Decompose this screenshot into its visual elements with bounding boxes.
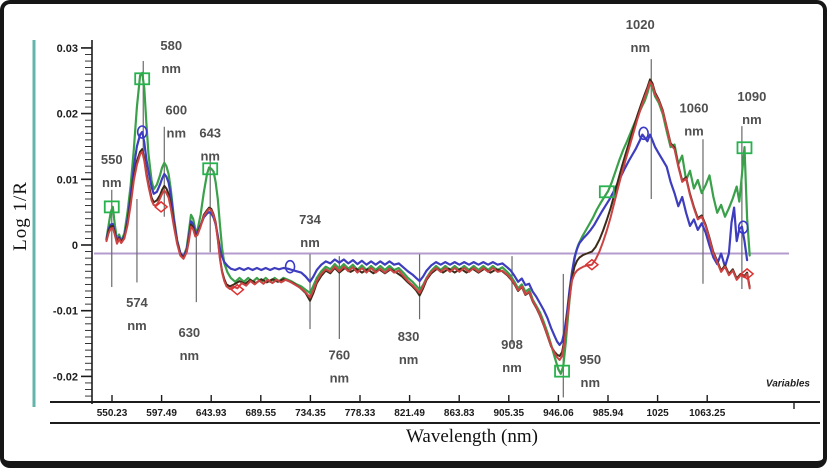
- annotation-unit-734: nm: [300, 235, 320, 250]
- marker-circle-icon: [284, 259, 296, 274]
- x-tick-label: 905.35: [494, 408, 525, 419]
- annotation-label-908: 908: [501, 337, 523, 352]
- x-tick-label: 689.55: [246, 408, 277, 419]
- y-tick-label: 0.01: [57, 174, 78, 186]
- annotation-label-1090: 1090: [737, 89, 766, 104]
- annotation-unit-950: nm: [581, 375, 601, 390]
- marker-diamond-icon: [230, 283, 245, 296]
- x-tick-label: 734.35: [295, 408, 326, 419]
- marker-diamond-icon: [739, 267, 755, 280]
- x-tick-label: 863.83: [444, 408, 475, 419]
- marker-diamond-icon: [153, 200, 169, 213]
- annotation-unit-908: nm: [502, 360, 522, 375]
- spectrum-green: [105, 71, 751, 375]
- annotation-unit-1060: nm: [684, 123, 704, 138]
- variables-label: Variables: [765, 378, 810, 390]
- x-tick-label: 1025: [646, 408, 669, 419]
- x-tick-label: 946.06: [543, 408, 574, 419]
- marker-square-icon: [134, 72, 151, 86]
- y-tick-label: -0.02: [53, 371, 78, 383]
- annotation-label-574: 574: [126, 295, 148, 310]
- marker-square-icon: [598, 185, 615, 199]
- annotation-label-643: 643: [199, 125, 221, 140]
- annotation-unit-580: nm: [161, 61, 181, 76]
- x-tick-label: 778.33: [345, 408, 376, 419]
- annotation-unit-1090: nm: [742, 112, 762, 127]
- annotation-unit-760: nm: [330, 370, 350, 385]
- annotation-label-760: 760: [328, 347, 350, 362]
- x-tick-label: 985.94: [593, 408, 624, 419]
- annotation-label-734: 734: [299, 212, 321, 227]
- marker-circle-icon: [737, 220, 749, 235]
- x-tick-label: 643.93: [196, 408, 227, 419]
- annotation-unit-643: nm: [200, 148, 220, 163]
- annotation-label-1020: 1020: [626, 17, 655, 32]
- annotation-label-580: 580: [160, 38, 182, 53]
- marker-square-icon: [103, 200, 120, 214]
- y-axis-title: Log 1/R: [10, 181, 31, 251]
- annotation-unit-550: nm: [102, 175, 122, 190]
- annotation-label-550: 550: [101, 152, 123, 167]
- x-tick-label: 550.23: [97, 408, 128, 419]
- y-tick-label: 0.02: [57, 109, 78, 121]
- y-tick-label: -0.01: [53, 306, 78, 318]
- annotation-label-1060: 1060: [680, 100, 709, 115]
- annotation-unit-574: nm: [127, 318, 147, 333]
- annotation-unit-600: nm: [167, 125, 187, 140]
- marker-square-icon: [554, 364, 570, 378]
- marker-circle-icon: [638, 126, 649, 141]
- marker-square-icon: [202, 162, 219, 176]
- annotation-label-600: 600: [165, 102, 187, 117]
- annotation-label-830: 830: [398, 329, 420, 344]
- x-axis-title: Wavelength (nm): [406, 426, 538, 447]
- annotation-unit-830: nm: [399, 352, 419, 367]
- annotation-label-950: 950: [579, 352, 601, 367]
- annotation-label-630: 630: [178, 325, 200, 340]
- marker-diamond-icon: [584, 258, 600, 271]
- x-tick-label: 597.49: [146, 408, 177, 419]
- spectral-plot-canvas: 0.03 0.02 0.01 0 -0.01 -0.02 550.23 597.49 643.9…: [32, 17, 820, 424]
- marker-square-icon: [736, 141, 753, 155]
- spectrum-red: [105, 81, 751, 361]
- marker-circle-icon: [136, 125, 148, 139]
- x-tick-label: 1063.25: [689, 408, 726, 419]
- annotation-unit-1020: nm: [631, 40, 651, 55]
- x-tick-label: 821.49: [394, 408, 425, 419]
- annotation-unit-630: nm: [180, 348, 200, 363]
- y-tick-label: 0.03: [57, 43, 78, 55]
- y-tick-label: 0: [72, 240, 78, 252]
